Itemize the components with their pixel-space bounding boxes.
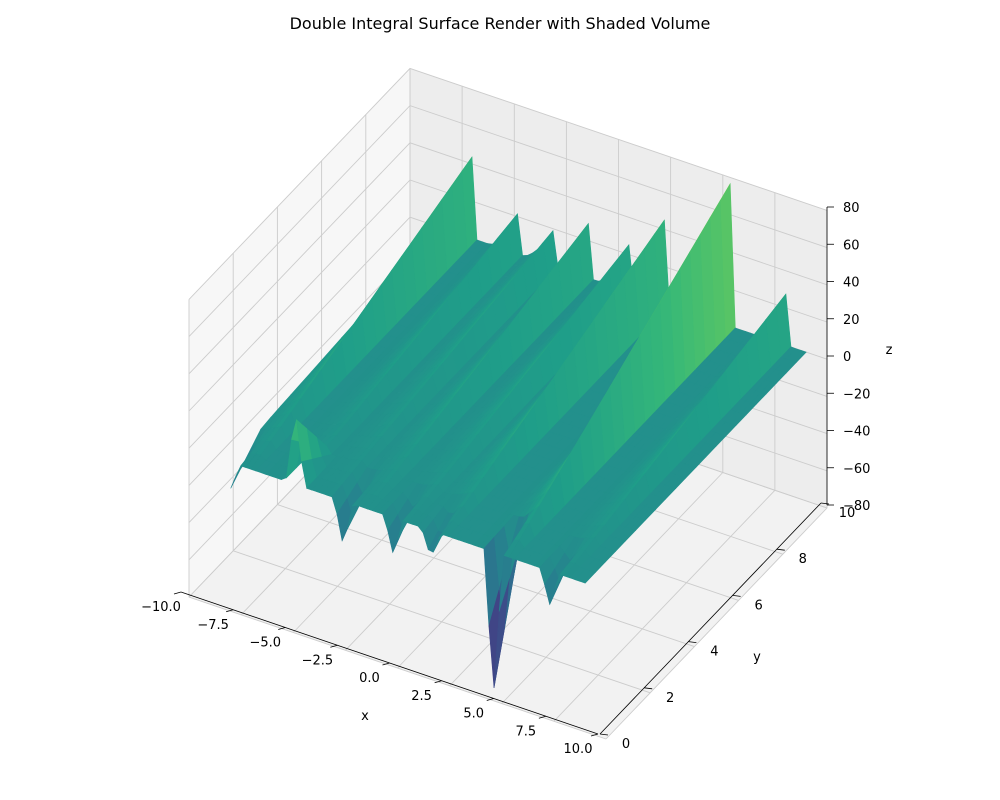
y-tick-label: 10 bbox=[839, 506, 856, 521]
x-tick bbox=[382, 662, 390, 666]
x-axis-label: x bbox=[361, 709, 369, 724]
grid-line-z bbox=[188, 105, 828, 337]
x-tick bbox=[486, 698, 494, 701]
x-tick-label: −10.0 bbox=[141, 600, 181, 615]
x-tick bbox=[226, 609, 234, 613]
x-tick-label: 5.0 bbox=[463, 707, 484, 722]
surface bbox=[230, 156, 807, 688]
z-tick-label: 20 bbox=[843, 313, 860, 328]
x-tick-label: 10.0 bbox=[564, 742, 593, 757]
z-tick-label: 40 bbox=[843, 276, 860, 291]
y-tick bbox=[688, 641, 697, 643]
x-tick bbox=[538, 715, 546, 719]
z-axis-label: z bbox=[886, 343, 893, 358]
z-tick-label: 60 bbox=[843, 238, 860, 253]
y-axis-line bbox=[599, 502, 822, 735]
y-tick-label: 4 bbox=[710, 645, 718, 660]
z-tick-label: −60 bbox=[843, 462, 870, 477]
y-tick bbox=[732, 595, 741, 597]
grid-line-z bbox=[188, 142, 828, 375]
x-tick bbox=[434, 680, 442, 684]
y-tick-label: 8 bbox=[799, 552, 807, 567]
x-tick-label: 2.5 bbox=[411, 689, 432, 704]
x-tick-label: −5.0 bbox=[249, 636, 281, 651]
z-tick-label: −40 bbox=[843, 425, 870, 440]
surface-cell bbox=[579, 570, 596, 584]
grid-line-z bbox=[188, 67, 828, 300]
y-axis-label: y bbox=[753, 650, 761, 665]
x-tick-label: −2.5 bbox=[302, 653, 334, 668]
y-tick bbox=[820, 502, 830, 505]
axes: −10.0 −7.5 −5.0 −2.5 0.0 2.5 5.0 7.5 10.0 0 2 4 6 8 10… bbox=[141, 201, 870, 757]
x-tick-label: 7.5 bbox=[516, 724, 537, 739]
z-tick-label: −80 bbox=[843, 499, 870, 514]
x-tick bbox=[278, 627, 286, 630]
x-tick-label: 0.0 bbox=[359, 671, 380, 686]
chart-title: Double Integral Surface Render with Shad… bbox=[290, 14, 711, 33]
x-tick-label: −7.5 bbox=[197, 618, 229, 633]
y-tick bbox=[776, 548, 785, 551]
y-tick-label: 2 bbox=[666, 691, 674, 706]
y-tick-label: 0 bbox=[622, 737, 630, 752]
y-tick bbox=[644, 687, 653, 690]
y-tick bbox=[599, 733, 609, 736]
z-tick-label: 80 bbox=[843, 201, 860, 216]
x-tick bbox=[590, 733, 599, 737]
z-tick-label: 0 bbox=[843, 350, 851, 365]
z-tick-label: −20 bbox=[843, 387, 870, 402]
x-tick bbox=[330, 644, 338, 648]
x-tick bbox=[173, 591, 182, 595]
y-tick-label: 6 bbox=[754, 598, 762, 613]
